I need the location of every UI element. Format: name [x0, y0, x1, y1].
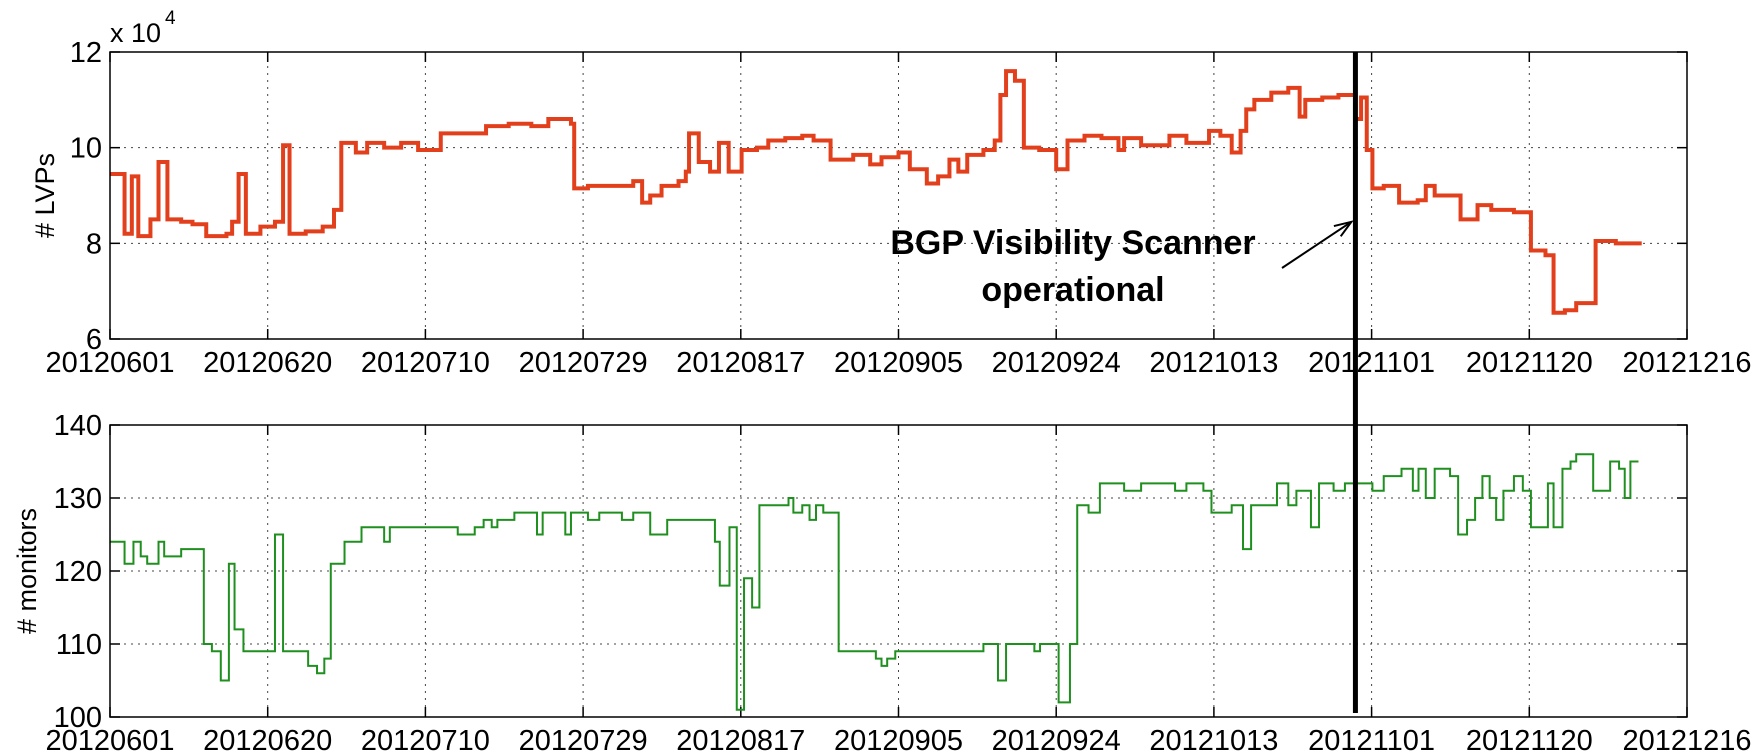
x-tick-label: 20120817 [676, 347, 805, 379]
y-tick-label: 10 [70, 133, 102, 165]
x-tick-label: 20120620 [203, 725, 332, 756]
x-tick-label: 20120905 [834, 725, 963, 756]
x-tick-label: 20121120 [1466, 725, 1593, 756]
x-tick-label: 20120620 [203, 347, 332, 379]
x-tick-label: 20120729 [519, 347, 648, 379]
x-tick-label: 20120710 [361, 347, 490, 379]
x-tick-label: 20121216 [1622, 347, 1751, 379]
x-tick-label: 20121101 [1308, 347, 1435, 379]
annotation-arrow [1281, 220, 1352, 269]
annotation-text: BGP Visibility Scanner [890, 224, 1255, 262]
y-tick-label: 140 [54, 410, 102, 442]
axis-multiplier-exponent: 4 [165, 8, 176, 29]
x-tick-label: 20121013 [1149, 725, 1278, 756]
x-tick-label: 20120924 [992, 725, 1121, 756]
y-tick-label: 120 [54, 556, 102, 588]
x-tick-label: 20120905 [834, 347, 963, 379]
x-tick-label: 20120817 [676, 725, 805, 756]
step-line [110, 453, 1639, 711]
y-tick-label: 8 [86, 228, 102, 260]
y-tick-label: 130 [54, 483, 102, 515]
x-tick-label: 20121013 [1149, 347, 1278, 379]
y-tick-label: 6 [86, 324, 102, 356]
x-tick-label: 20120729 [519, 725, 648, 756]
step-line [110, 69, 1642, 315]
axes-frame [109, 51, 1688, 340]
x-tick-label: 20120601 [45, 725, 174, 756]
arrow-head [1333, 220, 1354, 237]
y-axis-label: # LVPs [30, 153, 60, 238]
axis-multiplier: x 10 [110, 18, 161, 48]
x-tick-label: 20120710 [361, 725, 490, 756]
y-tick-label: 12 [70, 37, 102, 69]
x-tick-label: 20121216 [1622, 725, 1751, 756]
y-axis-label: # monitors [12, 508, 42, 634]
y-tick-label: 100 [54, 702, 102, 734]
x-tick-label: 20121101 [1308, 725, 1435, 756]
x-tick-label: 20121120 [1466, 347, 1593, 379]
axes-frame [109, 424, 1688, 718]
annotation-text: operational [981, 271, 1164, 309]
x-tick-label: 20120601 [45, 347, 174, 379]
x-tick-label: 20120924 [992, 347, 1121, 379]
y-tick-label: 110 [56, 629, 102, 661]
